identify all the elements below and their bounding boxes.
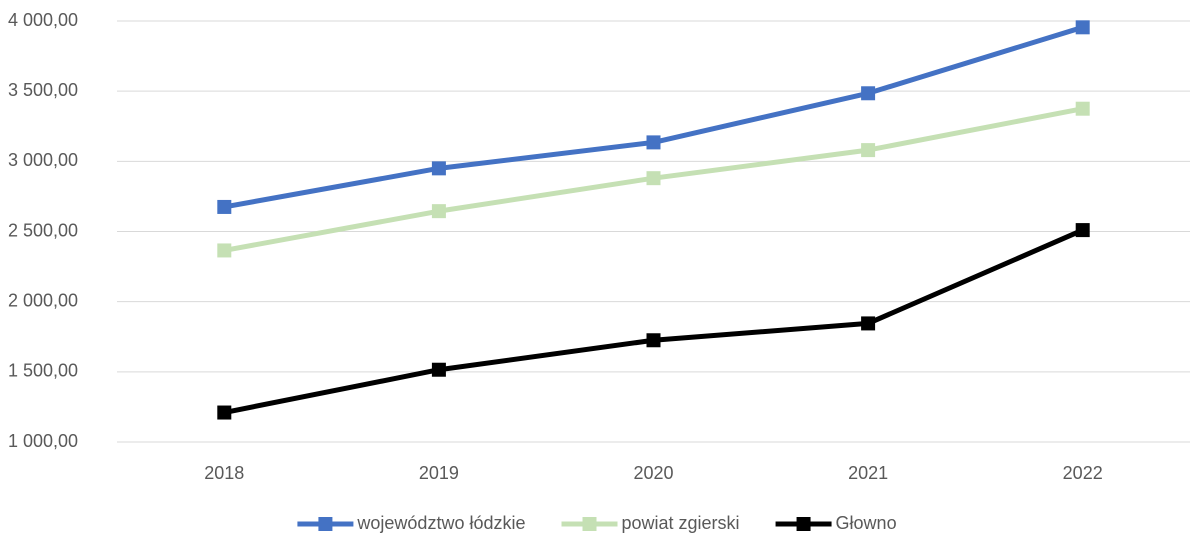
data-point xyxy=(1075,223,1090,238)
data-point xyxy=(646,135,661,150)
data-point xyxy=(431,362,446,377)
legend-swatch-marker xyxy=(582,517,597,531)
x-tick-label: 2018 xyxy=(204,463,244,483)
x-tick-label: 2021 xyxy=(848,463,888,483)
y-tick-label: 3 000,00 xyxy=(8,150,78,170)
legend-label: Głowno xyxy=(836,513,897,533)
data-point xyxy=(1075,101,1090,116)
y-tick-label: 2 500,00 xyxy=(8,220,78,240)
series-line xyxy=(223,227,1084,415)
data-point xyxy=(431,161,446,176)
y-tick-label: 2 000,00 xyxy=(8,290,78,310)
data-point xyxy=(1075,20,1090,35)
y-tick-label: 1 000,00 xyxy=(8,431,78,451)
y-tick-label: 3 500,00 xyxy=(8,80,78,100)
legend-label: województwo łódzkie xyxy=(356,513,525,533)
data-point xyxy=(646,333,661,348)
data-point xyxy=(861,143,876,158)
data-point xyxy=(217,405,232,420)
y-tick-label: 1 500,00 xyxy=(8,361,78,381)
legend-swatch-marker xyxy=(796,517,811,531)
y-tick-label: 4 000,00 xyxy=(8,10,78,30)
data-point xyxy=(861,86,876,101)
x-tick-label: 2020 xyxy=(633,463,673,483)
x-tick-label: 2019 xyxy=(419,463,459,483)
legend-label: powiat zgierski xyxy=(622,513,740,533)
x-tick-label: 2022 xyxy=(1063,463,1103,483)
data-point xyxy=(217,199,232,214)
legend-swatch-marker xyxy=(318,517,333,531)
data-point xyxy=(217,243,232,258)
data-point xyxy=(431,204,446,219)
data-point xyxy=(646,171,661,186)
data-point xyxy=(861,316,876,331)
